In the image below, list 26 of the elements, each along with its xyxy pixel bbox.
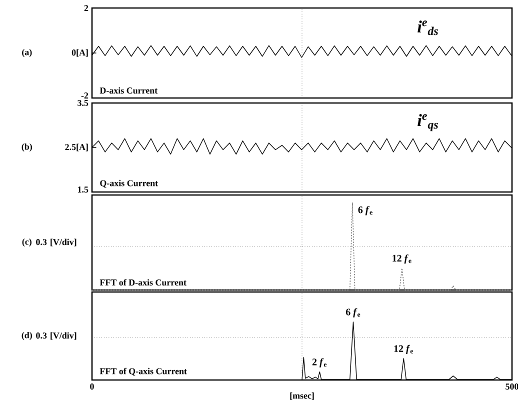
y-tick-label: 2 xyxy=(84,5,88,11)
text: (b) xyxy=(22,143,32,152)
y-tick-label: 3.5 xyxy=(78,100,88,106)
series-label: i$^{e}$ds xyxy=(418,20,438,36)
annotation: 12 f$_{e}$ xyxy=(392,254,412,264)
annotation: 2 f$_{e}$ xyxy=(312,358,327,368)
x-tick-label: 0 xyxy=(90,384,94,390)
text: (d) xyxy=(22,332,32,340)
annotation: D-axis Current xyxy=(100,87,158,94)
annotation: 6 f$_{e}$ xyxy=(358,206,372,216)
y-tick-label: 0[A] xyxy=(72,49,88,57)
y-tick-label: 2.5[A] xyxy=(65,144,88,152)
annotation: 6 f$_{e}$ xyxy=(346,308,360,318)
annotation: FFT of D-axis Current xyxy=(100,279,186,286)
x-tick-label: 500 xyxy=(506,384,518,390)
y-tick-label: 1.5 xyxy=(78,186,88,193)
series-label: i$^{e}$qs xyxy=(418,114,438,132)
text: (c) xyxy=(22,238,32,247)
y-axis-title: 0.3 [V/div] xyxy=(36,238,76,246)
text: (a) xyxy=(22,48,32,58)
annotation: FFT of Q-axis Current xyxy=(100,368,187,376)
y-axis-title: 0.3 [V/div] xyxy=(36,332,76,340)
annotation: Q-axis Current xyxy=(100,180,158,188)
x-axis-title: [msec] xyxy=(290,392,314,400)
annotation: 12 f$_{e}$ xyxy=(394,344,414,354)
y-tick-label: -2 xyxy=(81,92,88,98)
